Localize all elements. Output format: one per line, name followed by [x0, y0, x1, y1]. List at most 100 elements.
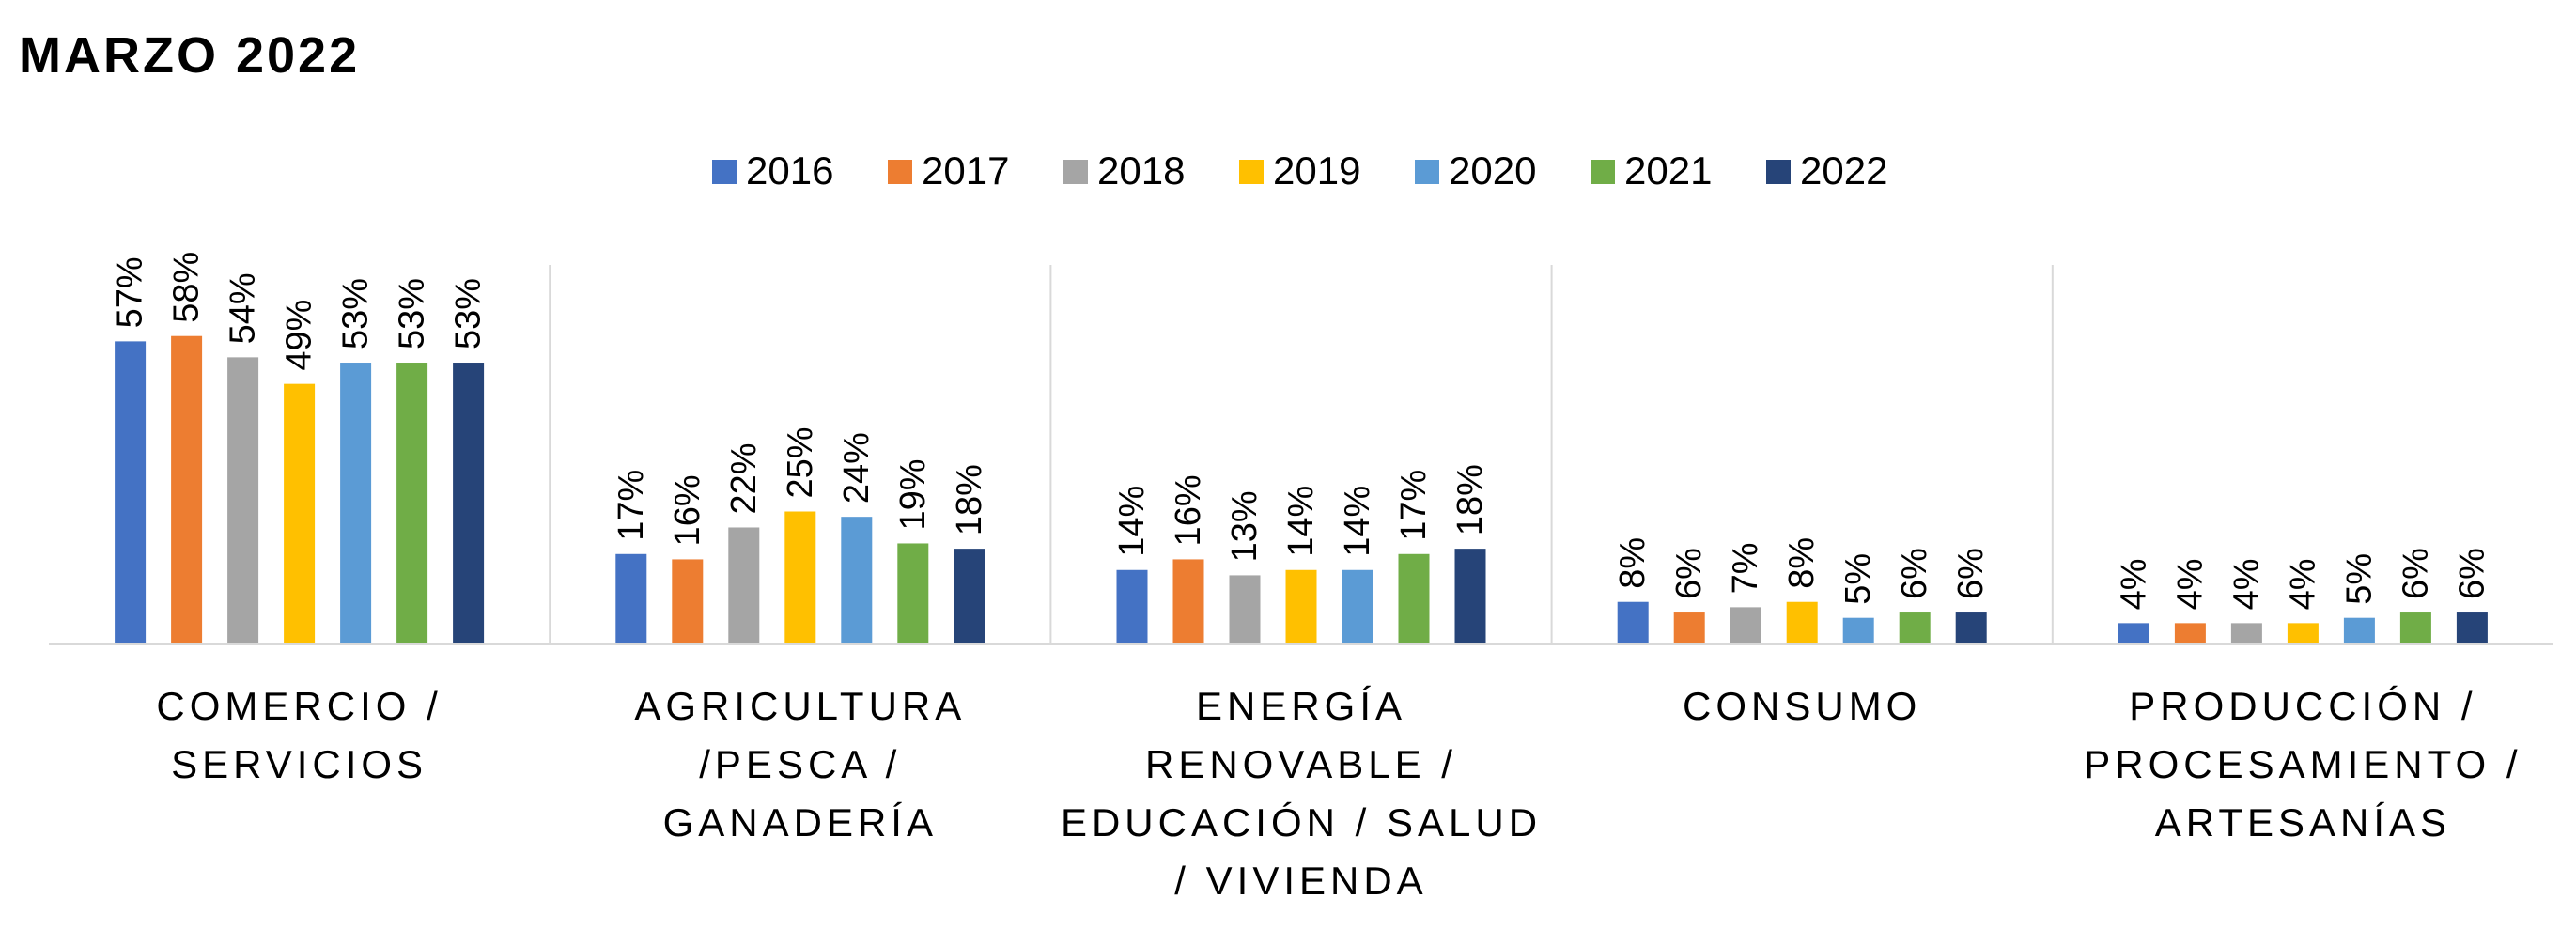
bar — [2456, 612, 2488, 644]
category-label-line: COMERCIO / — [156, 684, 442, 728]
legend: 2016 2017 2018 2019 2020 2021 2022 — [712, 148, 1887, 193]
chart-title: MARZO 2022 — [19, 27, 361, 84]
category-label: ENERGÍA RENOVABLE / EDUCACIÓN / SALUD / VIV… — [1061, 684, 1542, 903]
data-labels: 57% 58% 54% 49% 53% 53% 53% 17% 16% 22% 25% 24% 19% 1… — [111, 252, 2492, 611]
data-label: 24% — [837, 432, 877, 504]
legend-item: 2016 — [712, 148, 833, 193]
bar — [1116, 569, 1148, 644]
category-label-line: CONSUMO — [1683, 684, 1921, 728]
category-label-line: PROCESAMIENTO / — [2084, 742, 2522, 786]
category-label: PRODUCCIÓN / PROCESAMIENTO / ARTESANÍAS — [2084, 684, 2522, 845]
data-label: 5% — [2339, 553, 2379, 605]
data-label: 6% — [2452, 548, 2491, 599]
legend-swatch — [888, 160, 912, 184]
data-label: 16% — [1169, 474, 1208, 546]
legend-item: 2021 — [1591, 148, 1712, 193]
category-label-line: SERVICIOS — [171, 742, 427, 786]
legend-swatch — [1591, 160, 1615, 184]
legend-swatch — [712, 160, 737, 184]
legend-item: 2018 — [1063, 148, 1185, 193]
category-label-line: RENOVABLE / — [1145, 742, 1457, 786]
bar — [615, 553, 647, 644]
bar — [1172, 559, 1204, 644]
bar — [115, 341, 147, 644]
legend-swatch — [1415, 160, 1439, 184]
bar — [2230, 623, 2262, 644]
bar — [841, 517, 873, 644]
category-separators — [549, 265, 2054, 644]
data-label: 53% — [393, 278, 432, 349]
category-label-line: PRODUCCIÓN / — [2129, 684, 2476, 728]
category-label-line: /PESCA / — [699, 742, 901, 786]
data-label: 4% — [2170, 558, 2210, 610]
data-label: 14% — [1281, 486, 1321, 557]
category-label-line: GANADERÍA — [663, 800, 938, 845]
data-label: 5% — [1839, 553, 1878, 605]
legend-swatch — [1063, 160, 1088, 184]
category-label-line: / VIVIENDA — [1174, 859, 1427, 903]
bar — [1786, 601, 1818, 644]
legend-item: 2019 — [1239, 148, 1360, 193]
data-label: 17% — [612, 470, 651, 541]
bar — [396, 363, 428, 644]
bar — [1342, 569, 1373, 644]
legend-item: 2020 — [1415, 148, 1536, 193]
bar — [1229, 575, 1261, 644]
data-label: 16% — [668, 474, 707, 546]
bar — [897, 543, 929, 644]
legend-label: 2018 — [1097, 148, 1185, 193]
data-label: 53% — [336, 278, 376, 349]
category-labels: COMERCIO / SERVICIOS AGRICULTURA/PESCA / GA… — [156, 684, 2522, 903]
legend-swatch — [1239, 160, 1264, 184]
bar — [1398, 553, 1430, 644]
category-label-line: ENERGÍA — [1196, 684, 1406, 728]
data-label: 14% — [1112, 486, 1152, 557]
category-label: CONSUMO — [1683, 684, 1921, 728]
category-label-line: AGRICULTURA — [634, 684, 966, 728]
bar — [453, 363, 485, 644]
bar — [784, 511, 816, 644]
bar — [728, 527, 760, 644]
data-label: 57% — [111, 256, 150, 328]
bar — [1617, 601, 1649, 644]
bar — [1730, 607, 1761, 644]
data-label: 25% — [781, 426, 820, 498]
legend-label: 2020 — [1449, 148, 1536, 193]
bar — [1285, 569, 1317, 644]
data-label: 6% — [1951, 548, 1991, 599]
bar — [954, 549, 985, 644]
data-label: 6% — [1669, 548, 1709, 599]
legend-label: 2021 — [1624, 148, 1712, 193]
category-label-line: EDUCACIÓN / SALUD — [1061, 800, 1542, 845]
data-label: 54% — [224, 272, 263, 344]
category-label: COMERCIO / SERVICIOS — [156, 684, 442, 786]
category-label: AGRICULTURA/PESCA / GANADERÍA — [634, 684, 966, 845]
data-label: 17% — [1394, 470, 1434, 541]
data-label: 58% — [167, 252, 207, 323]
data-label: 4% — [2283, 558, 2322, 610]
data-label: 22% — [724, 442, 764, 514]
bar — [2343, 617, 2375, 644]
data-label: 4% — [2227, 558, 2266, 610]
bar — [2399, 612, 2431, 644]
bar — [227, 357, 259, 644]
data-label: 18% — [1451, 464, 1490, 535]
bar — [284, 383, 316, 644]
data-label: 7% — [1726, 542, 1765, 594]
bar — [1899, 612, 1931, 644]
data-label: 6% — [2396, 548, 2435, 599]
bar — [2287, 623, 2319, 644]
data-label: 6% — [1895, 548, 1934, 599]
bars — [115, 335, 2488, 644]
data-label: 53% — [449, 278, 489, 349]
bar — [1673, 612, 1705, 644]
legend-label: 2017 — [922, 148, 1009, 193]
bar — [672, 559, 704, 644]
data-label: 49% — [280, 300, 319, 371]
data-label: 4% — [2114, 558, 2153, 610]
bar — [2174, 623, 2206, 644]
legend-label: 2019 — [1273, 148, 1360, 193]
category-label-line: ARTESANÍAS — [2155, 800, 2451, 845]
data-label: 8% — [1613, 537, 1653, 589]
